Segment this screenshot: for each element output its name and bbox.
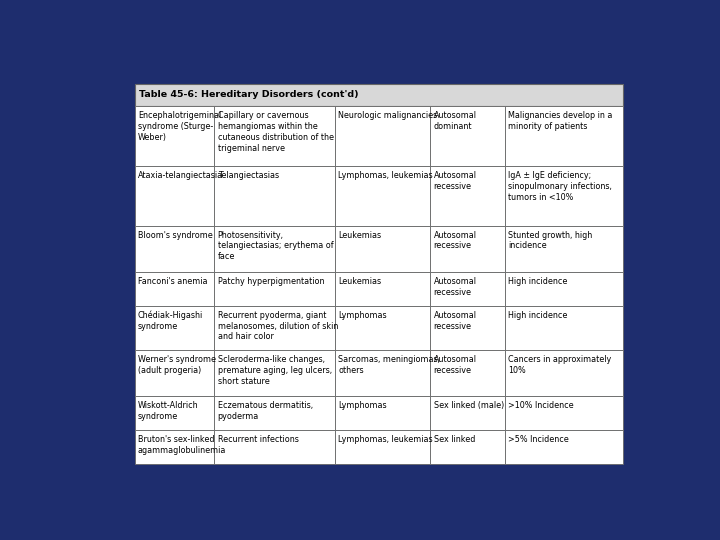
Bar bbox=[135, 272, 215, 306]
Text: High incidence: High incidence bbox=[508, 310, 567, 320]
Text: High incidence: High incidence bbox=[508, 277, 567, 286]
Text: Cancers in approximately
10%: Cancers in approximately 10% bbox=[508, 355, 611, 375]
Text: Neurologic malignancies: Neurologic malignancies bbox=[338, 111, 438, 120]
Text: Autosomal
recessive: Autosomal recessive bbox=[433, 310, 477, 330]
Bar bbox=[135, 106, 215, 166]
Text: Stunted growth, high
incidence: Stunted growth, high incidence bbox=[508, 231, 593, 251]
Text: Bloom's syndrome: Bloom's syndrome bbox=[138, 231, 212, 240]
Text: Malignancies develop in a
minority of patients: Malignancies develop in a minority of pa… bbox=[508, 111, 613, 131]
Bar bbox=[505, 350, 623, 396]
Text: Sex linked: Sex linked bbox=[433, 435, 475, 444]
Bar bbox=[135, 430, 215, 464]
Bar bbox=[215, 396, 335, 430]
Text: Telangiectasias: Telangiectasias bbox=[217, 171, 279, 180]
Bar bbox=[215, 272, 335, 306]
Text: Autosomal
recessive: Autosomal recessive bbox=[433, 277, 477, 296]
Bar bbox=[505, 166, 623, 226]
Bar bbox=[215, 106, 335, 166]
Bar bbox=[430, 166, 505, 226]
Bar bbox=[430, 396, 505, 430]
Bar bbox=[135, 306, 215, 350]
Text: Leukemias: Leukemias bbox=[338, 277, 382, 286]
Text: Patchy hyperpigmentation: Patchy hyperpigmentation bbox=[217, 277, 324, 286]
Bar bbox=[505, 430, 623, 464]
Text: Autosomal
recessive: Autosomal recessive bbox=[433, 231, 477, 251]
Text: Lymphomas: Lymphomas bbox=[338, 401, 387, 410]
Bar bbox=[215, 226, 335, 272]
Bar bbox=[135, 350, 215, 396]
Text: Encephalotrigeminal
syndrome (Sturge-
Weber): Encephalotrigeminal syndrome (Sturge- We… bbox=[138, 111, 221, 142]
Bar bbox=[335, 430, 430, 464]
Text: Lymphomas, leukemias: Lymphomas, leukemias bbox=[338, 171, 433, 180]
Bar bbox=[335, 166, 430, 226]
Text: >5% Incidence: >5% Incidence bbox=[508, 435, 569, 444]
Text: >10% Incidence: >10% Incidence bbox=[508, 401, 574, 410]
Bar bbox=[430, 306, 505, 350]
Text: Fanconi's anemia: Fanconi's anemia bbox=[138, 277, 207, 286]
Bar bbox=[505, 106, 623, 166]
Bar bbox=[215, 306, 335, 350]
Text: Ataxia-telangiectasia: Ataxia-telangiectasia bbox=[138, 171, 223, 180]
Bar bbox=[335, 106, 430, 166]
Text: Sarcomas, meningiomas,
others: Sarcomas, meningiomas, others bbox=[338, 355, 441, 375]
Bar bbox=[135, 84, 623, 106]
Text: IgA ± IgE deficiency;
sinopulmonary infections,
tumors in <10%: IgA ± IgE deficiency; sinopulmonary infe… bbox=[508, 171, 612, 201]
Text: Lymphomas: Lymphomas bbox=[338, 310, 387, 320]
Bar bbox=[135, 226, 215, 272]
Text: Scleroderma-like changes,
premature aging, leg ulcers,
short stature: Scleroderma-like changes, premature agin… bbox=[217, 355, 332, 386]
Bar bbox=[335, 396, 430, 430]
Bar bbox=[215, 430, 335, 464]
Text: Werner's syndrome
(adult progeria): Werner's syndrome (adult progeria) bbox=[138, 355, 216, 375]
Bar bbox=[505, 306, 623, 350]
Bar bbox=[335, 306, 430, 350]
Bar bbox=[505, 396, 623, 430]
Text: Photosensitivity,
telangiectasias; erythema of
face: Photosensitivity, telangiectasias; eryth… bbox=[217, 231, 333, 261]
Text: Lymphomas, leukemias: Lymphomas, leukemias bbox=[338, 435, 433, 444]
Text: Bruton's sex-linked
agammaglobulinemia: Bruton's sex-linked agammaglobulinemia bbox=[138, 435, 226, 455]
Text: Chédiak-Higashi
syndrome: Chédiak-Higashi syndrome bbox=[138, 310, 203, 331]
Bar bbox=[335, 350, 430, 396]
Bar bbox=[335, 272, 430, 306]
Bar bbox=[135, 166, 215, 226]
Bar bbox=[430, 106, 505, 166]
Text: Eczematous dermatitis,
pyoderma: Eczematous dermatitis, pyoderma bbox=[217, 401, 312, 421]
Text: Wiskott-Aldrich
syndrome: Wiskott-Aldrich syndrome bbox=[138, 401, 199, 421]
Text: Leukemias: Leukemias bbox=[338, 231, 382, 240]
Text: Recurrent pyoderma, giant
melanosomes, dilution of skin
and hair color: Recurrent pyoderma, giant melanosomes, d… bbox=[217, 310, 338, 341]
Bar bbox=[430, 430, 505, 464]
Bar bbox=[430, 350, 505, 396]
Text: Recurrent infections: Recurrent infections bbox=[217, 435, 299, 444]
Text: Autosomal
recessive: Autosomal recessive bbox=[433, 171, 477, 191]
Text: Table 45-6: Hereditary Disorders (cont'd): Table 45-6: Hereditary Disorders (cont'd… bbox=[139, 90, 359, 99]
Bar bbox=[430, 226, 505, 272]
Bar bbox=[430, 272, 505, 306]
Bar bbox=[135, 396, 215, 430]
Text: Capillary or cavernous
hemangiomas within the
cutaneous distribution of the
trig: Capillary or cavernous hemangiomas withi… bbox=[217, 111, 333, 153]
Bar bbox=[215, 350, 335, 396]
Bar bbox=[505, 272, 623, 306]
Text: Sex linked (male): Sex linked (male) bbox=[433, 401, 504, 410]
Text: Autosomal
dominant: Autosomal dominant bbox=[433, 111, 477, 131]
Text: Autosomal
recessive: Autosomal recessive bbox=[433, 355, 477, 375]
Bar bbox=[215, 166, 335, 226]
Bar bbox=[335, 226, 430, 272]
Bar bbox=[505, 226, 623, 272]
